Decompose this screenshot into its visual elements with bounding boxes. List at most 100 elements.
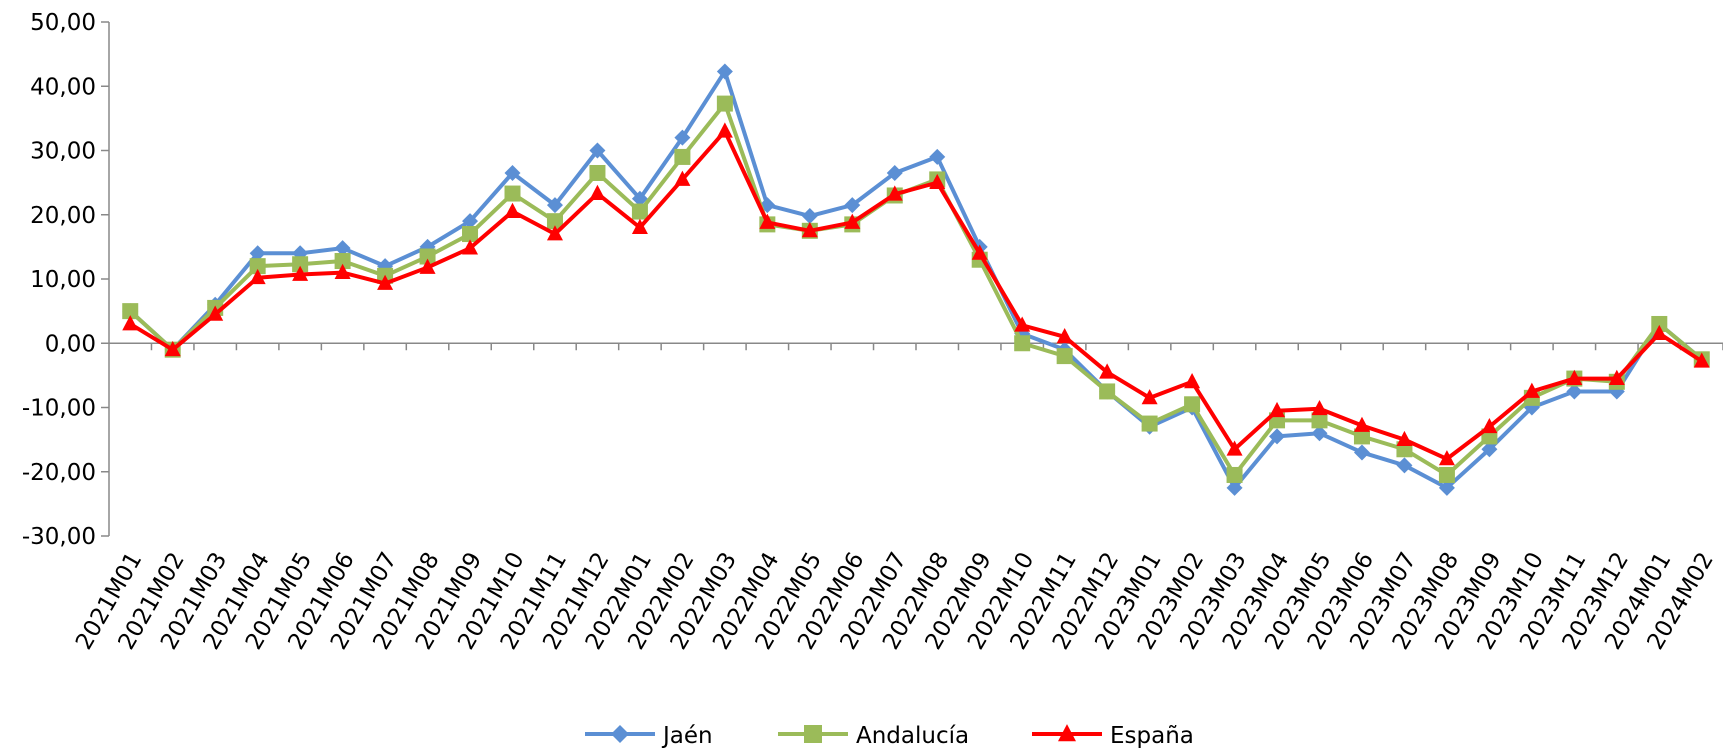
series-line xyxy=(129,129,1703,461)
data-point xyxy=(1566,369,1583,385)
data-point xyxy=(1014,335,1031,352)
data-point xyxy=(462,213,479,230)
data-point xyxy=(631,218,648,234)
data-point xyxy=(886,185,903,201)
legend-marker xyxy=(611,725,629,743)
data-point xyxy=(1056,348,1073,365)
legend-label: Andalucía xyxy=(856,723,969,749)
data-point xyxy=(546,225,563,241)
y-tick-label: 0,00 xyxy=(45,331,96,357)
data-point xyxy=(1396,457,1413,474)
data-point xyxy=(1566,383,1583,400)
data-point xyxy=(292,256,309,273)
data-point xyxy=(929,148,946,165)
data-point xyxy=(546,213,563,230)
data-point xyxy=(716,63,733,80)
data-point xyxy=(631,190,648,207)
data-point xyxy=(462,226,479,243)
data-point xyxy=(1438,466,1455,483)
data-point xyxy=(504,164,521,181)
data-point xyxy=(1353,428,1370,445)
data-point xyxy=(1651,324,1668,341)
data-point xyxy=(1311,412,1328,429)
data-point xyxy=(674,170,691,186)
data-point xyxy=(1353,416,1370,432)
data-point xyxy=(716,95,733,112)
data-point xyxy=(334,240,351,257)
y-tick-label: -30,00 xyxy=(22,524,96,550)
data-point xyxy=(1141,415,1158,432)
data-point xyxy=(1099,383,1116,400)
data-point xyxy=(334,263,351,279)
data-point xyxy=(1353,444,1370,461)
data-point xyxy=(1099,363,1116,379)
data-point xyxy=(419,248,436,265)
data-point xyxy=(1438,450,1455,466)
data-point xyxy=(1651,315,1668,332)
data-point xyxy=(589,142,606,159)
data-point xyxy=(674,148,691,165)
data-point xyxy=(419,258,436,274)
legend-marker xyxy=(1058,724,1076,742)
data-point xyxy=(1693,352,1710,368)
data-point xyxy=(1056,328,1073,344)
data-point xyxy=(971,244,988,260)
data-point xyxy=(1184,373,1201,389)
data-point xyxy=(1311,425,1328,442)
data-point xyxy=(504,202,521,218)
y-tick-label: -20,00 xyxy=(22,460,96,486)
series-line xyxy=(128,69,1704,490)
data-point xyxy=(1269,401,1286,418)
data-point xyxy=(546,197,563,214)
data-point xyxy=(122,315,139,331)
y-tick-label: 20,00 xyxy=(30,203,96,229)
data-point xyxy=(1014,316,1031,332)
y-tick-label: 30,00 xyxy=(30,139,96,165)
data-point xyxy=(674,129,691,146)
data-point xyxy=(589,184,606,200)
data-point xyxy=(929,173,946,190)
data-point xyxy=(801,222,818,238)
data-point xyxy=(122,303,139,320)
data-point xyxy=(1269,428,1286,445)
data-point xyxy=(1481,441,1498,458)
data-point xyxy=(249,268,266,285)
legend-label: Jaén xyxy=(661,723,713,749)
data-point xyxy=(249,258,266,275)
data-point xyxy=(589,164,606,181)
data-point xyxy=(716,122,733,138)
data-point xyxy=(504,185,521,202)
legend-marker xyxy=(804,725,822,743)
legend-label: España xyxy=(1110,723,1194,749)
data-point xyxy=(334,253,351,270)
series-line xyxy=(128,101,1704,477)
data-point xyxy=(1311,399,1328,416)
data-point xyxy=(1481,417,1498,434)
data-point xyxy=(1438,479,1455,496)
data-point xyxy=(801,208,818,225)
data-point xyxy=(249,245,266,262)
data-point xyxy=(1523,382,1540,398)
data-point xyxy=(1141,389,1158,405)
data-point xyxy=(1226,466,1243,483)
data-point xyxy=(292,265,309,281)
data-point xyxy=(844,197,861,214)
y-tick-label: 40,00 xyxy=(30,74,96,100)
y-tick-label: 10,00 xyxy=(30,267,96,293)
data-point xyxy=(164,340,181,357)
data-point xyxy=(377,274,394,290)
data-point xyxy=(1184,396,1201,413)
y-tick-label: 50,00 xyxy=(30,10,96,36)
data-point xyxy=(1396,430,1413,447)
data-point xyxy=(886,164,903,181)
data-point xyxy=(207,305,224,321)
data-point xyxy=(462,239,479,255)
data-point xyxy=(1608,369,1625,385)
data-point xyxy=(1226,479,1243,496)
data-point xyxy=(631,203,648,220)
data-point xyxy=(1226,440,1243,456)
data-point xyxy=(844,213,861,229)
data-point xyxy=(759,213,776,229)
